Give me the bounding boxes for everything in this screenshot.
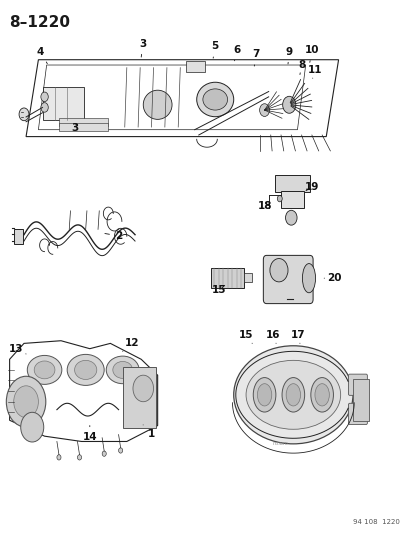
Ellipse shape: [27, 356, 62, 384]
Circle shape: [21, 413, 44, 442]
Circle shape: [269, 259, 287, 282]
Text: 5: 5: [211, 42, 218, 58]
Circle shape: [57, 455, 61, 460]
Circle shape: [41, 92, 48, 102]
Text: 20: 20: [323, 273, 341, 283]
FancyBboxPatch shape: [122, 367, 156, 428]
FancyBboxPatch shape: [186, 61, 204, 72]
Text: 8–1220: 8–1220: [9, 14, 71, 30]
Text: 18: 18: [257, 200, 271, 211]
FancyBboxPatch shape: [59, 118, 108, 126]
Circle shape: [259, 104, 269, 116]
Text: 2: 2: [104, 231, 122, 241]
Ellipse shape: [301, 264, 315, 293]
FancyBboxPatch shape: [43, 87, 83, 120]
FancyBboxPatch shape: [263, 255, 312, 304]
Ellipse shape: [310, 377, 332, 412]
Circle shape: [19, 108, 29, 120]
Text: 19: 19: [304, 182, 318, 192]
FancyBboxPatch shape: [280, 191, 303, 208]
Ellipse shape: [233, 346, 352, 444]
Text: 16: 16: [265, 330, 279, 343]
Ellipse shape: [143, 90, 172, 119]
Text: 1: 1: [143, 425, 155, 439]
FancyBboxPatch shape: [211, 268, 243, 288]
Circle shape: [285, 211, 297, 225]
Text: 8: 8: [297, 60, 304, 75]
Text: 14: 14: [82, 425, 97, 442]
Ellipse shape: [106, 356, 139, 384]
Text: 11: 11: [307, 66, 321, 78]
Text: 9: 9: [285, 47, 292, 64]
FancyBboxPatch shape: [352, 379, 368, 421]
Text: 15: 15: [238, 330, 253, 343]
Ellipse shape: [34, 361, 55, 379]
Ellipse shape: [253, 377, 275, 412]
Circle shape: [133, 375, 153, 402]
Circle shape: [102, 451, 106, 456]
Text: 4: 4: [37, 47, 47, 63]
Circle shape: [282, 96, 295, 114]
Text: 15: 15: [211, 285, 226, 295]
Circle shape: [14, 386, 38, 418]
Ellipse shape: [74, 360, 97, 379]
Text: 7: 7: [252, 50, 259, 66]
FancyBboxPatch shape: [274, 175, 309, 192]
FancyBboxPatch shape: [59, 123, 108, 131]
FancyBboxPatch shape: [348, 374, 366, 395]
Ellipse shape: [285, 384, 300, 406]
Text: 6: 6: [233, 45, 240, 61]
Text: 3: 3: [139, 39, 147, 57]
Ellipse shape: [113, 361, 132, 378]
Ellipse shape: [281, 377, 304, 412]
Text: 17: 17: [290, 330, 305, 343]
Ellipse shape: [245, 360, 340, 429]
FancyBboxPatch shape: [14, 229, 23, 244]
Ellipse shape: [257, 384, 271, 406]
Text: 12: 12: [122, 338, 139, 351]
FancyBboxPatch shape: [348, 403, 366, 424]
Ellipse shape: [202, 89, 227, 110]
Text: 13: 13: [9, 344, 26, 354]
FancyBboxPatch shape: [243, 273, 252, 282]
Text: mnum: mnum: [273, 441, 288, 446]
Circle shape: [6, 376, 46, 427]
Ellipse shape: [196, 82, 233, 117]
Text: 3: 3: [71, 123, 78, 133]
Circle shape: [77, 455, 81, 460]
Ellipse shape: [314, 384, 329, 406]
Ellipse shape: [67, 354, 104, 385]
Circle shape: [41, 103, 48, 112]
Text: 10: 10: [304, 45, 319, 62]
Text: 94 108  1220: 94 108 1220: [353, 519, 399, 525]
Circle shape: [118, 448, 122, 453]
Circle shape: [277, 196, 282, 202]
